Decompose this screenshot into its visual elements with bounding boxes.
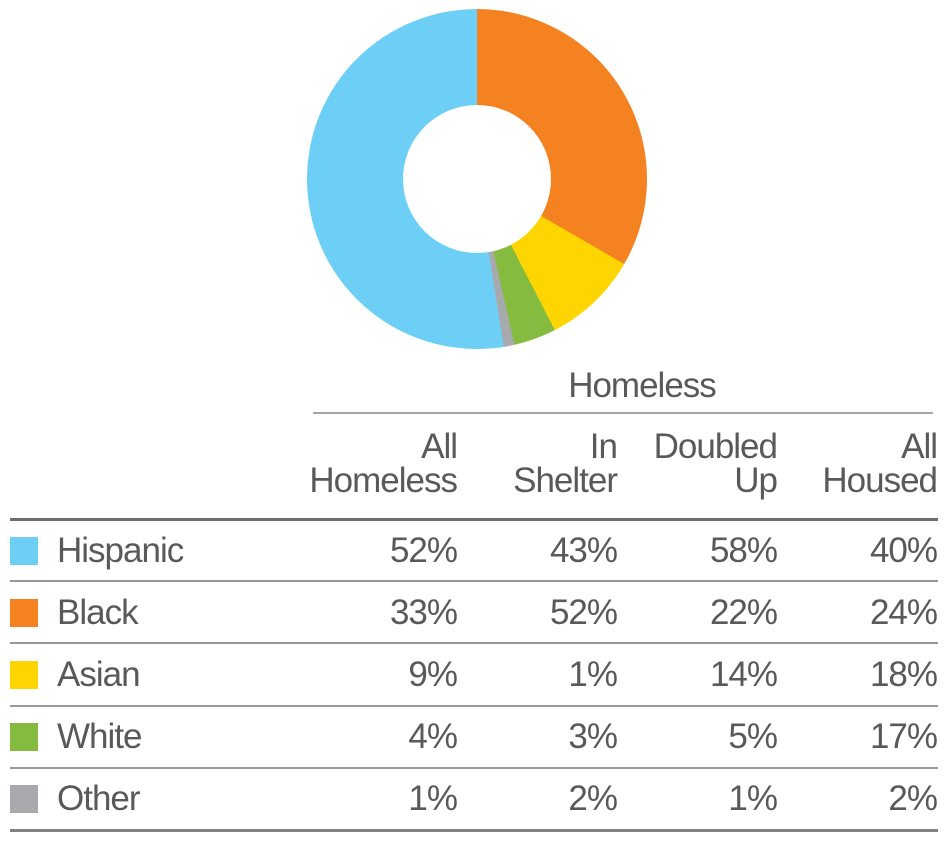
cell-value: 4%	[408, 717, 458, 756]
cell-value: 52%	[549, 593, 618, 632]
cell-value: 22%	[709, 593, 778, 632]
legend-swatch-other	[10, 785, 38, 813]
column-header-all-housed: All Housed	[822, 427, 938, 500]
legend-swatch-white	[10, 723, 38, 751]
cell-value: 5%	[728, 717, 778, 756]
table-bottom-rule	[10, 829, 938, 832]
cell-value: 2%	[888, 779, 938, 818]
cell-value: 1%	[408, 779, 458, 818]
table-row-asian: Asian 9% 1% 14% 18%	[0, 645, 947, 705]
group-header-homeless: Homeless	[568, 366, 717, 405]
table-row-black: Black 33% 52% 22% 24%	[0, 583, 947, 643]
row-label: Hispanic	[57, 531, 184, 570]
table-row-white: White 4% 3% 5% 17%	[0, 707, 947, 767]
cell-value: 43%	[549, 531, 618, 570]
row-label: Black	[57, 593, 139, 632]
cell-value: 3%	[568, 717, 618, 756]
column-header-in-shelter: In Shelter	[513, 427, 618, 500]
cell-value: 33%	[389, 593, 458, 632]
table-row-hispanic: Hispanic 52% 43% 58% 40%	[0, 521, 947, 581]
column-header-doubled-up: Doubled Up	[653, 427, 778, 500]
legend-swatch-black	[10, 599, 38, 627]
cell-value: 18%	[869, 655, 938, 694]
cell-value: 58%	[709, 531, 778, 570]
group-header-underline	[313, 412, 933, 414]
legend-swatch-hispanic	[10, 537, 38, 565]
row-label: Other	[57, 779, 141, 818]
row-label: White	[57, 717, 142, 756]
column-header-all-homeless: All Homeless	[309, 427, 458, 500]
row-separator	[10, 642, 938, 644]
cell-value: 40%	[869, 531, 938, 570]
cell-value: 17%	[869, 717, 938, 756]
donut-chart	[307, 9, 647, 349]
cell-value: 2%	[568, 779, 618, 818]
row-separator	[10, 767, 938, 769]
cell-value: 52%	[389, 531, 458, 570]
cell-value: 1%	[728, 779, 778, 818]
cell-value: 14%	[709, 655, 778, 694]
row-label: Asian	[57, 655, 141, 694]
row-separator	[10, 580, 938, 582]
legend-swatch-asian	[10, 661, 38, 689]
table-top-rule	[10, 518, 938, 521]
cell-value: 24%	[869, 593, 938, 632]
row-separator	[10, 705, 938, 707]
donut-hole	[403, 105, 551, 253]
cell-value: 1%	[568, 655, 618, 694]
cell-value: 9%	[408, 655, 458, 694]
table-row-other: Other 1% 2% 1% 2%	[0, 769, 947, 829]
